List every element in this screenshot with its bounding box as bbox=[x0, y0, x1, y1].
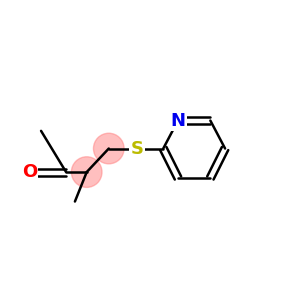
Text: O: O bbox=[22, 163, 37, 181]
Text: N: N bbox=[170, 112, 185, 130]
Text: S: S bbox=[130, 140, 143, 158]
Circle shape bbox=[71, 157, 102, 188]
Circle shape bbox=[94, 133, 124, 164]
